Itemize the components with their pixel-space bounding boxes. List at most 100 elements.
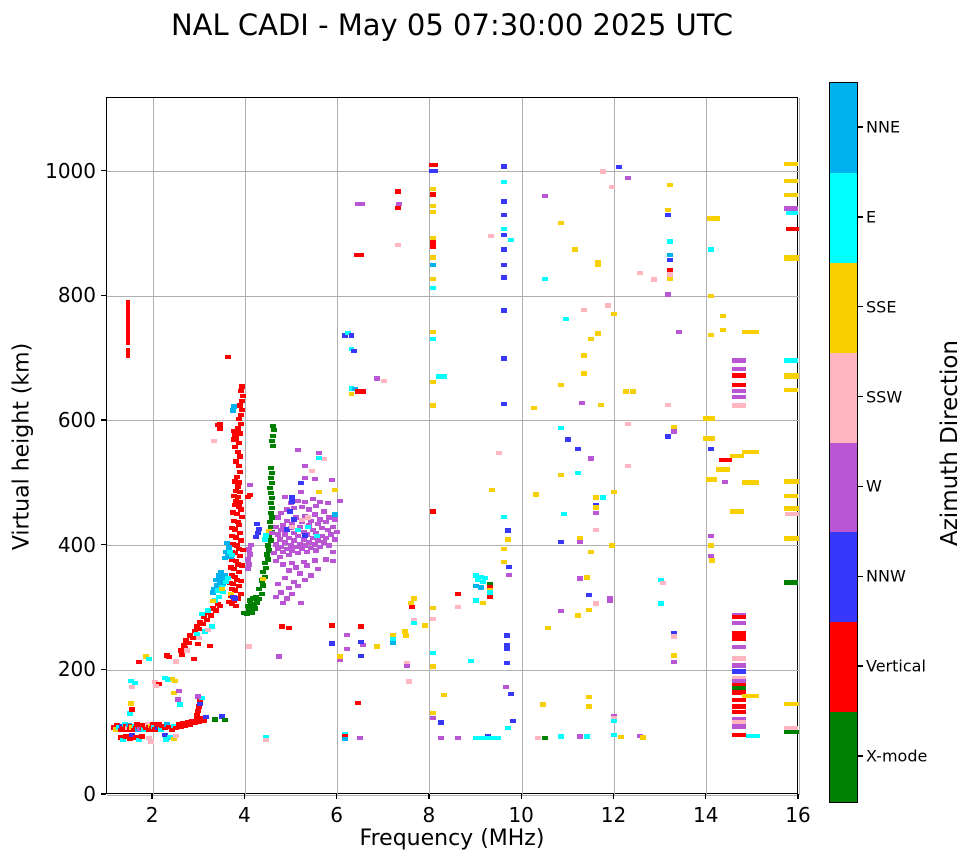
data-point xyxy=(355,700,362,705)
data-point xyxy=(302,577,309,583)
data-point xyxy=(530,405,537,411)
data-point xyxy=(203,617,210,622)
data-point xyxy=(430,262,437,268)
data-point xyxy=(265,529,272,534)
data-point xyxy=(576,734,583,739)
data-point xyxy=(336,498,343,503)
data-point xyxy=(193,713,200,718)
data-point xyxy=(430,240,437,245)
data-point xyxy=(507,237,514,243)
data-point xyxy=(280,600,287,606)
data-point xyxy=(313,548,320,553)
data-point xyxy=(128,684,135,690)
data-point xyxy=(430,715,437,720)
data-point xyxy=(343,632,350,637)
data-point xyxy=(332,487,339,493)
data-point xyxy=(165,655,172,660)
data-point xyxy=(234,511,241,516)
data-point xyxy=(199,621,206,627)
data-point xyxy=(320,540,327,545)
data-point xyxy=(232,527,239,532)
data-point xyxy=(272,559,279,564)
data-point xyxy=(228,552,235,558)
data-point xyxy=(576,576,583,581)
data-point xyxy=(357,640,364,645)
colorbar-label: Azimuth Direction xyxy=(937,340,963,546)
data-point xyxy=(235,569,242,574)
data-point xyxy=(229,557,236,563)
data-point xyxy=(265,543,272,548)
data-point xyxy=(228,525,235,531)
data-point xyxy=(732,732,746,738)
data-point xyxy=(732,669,746,674)
data-point xyxy=(307,518,314,523)
data-point xyxy=(147,739,154,744)
data-point xyxy=(222,718,229,723)
data-point xyxy=(348,333,355,338)
data-point xyxy=(336,654,343,659)
data-point xyxy=(265,557,272,562)
data-point xyxy=(173,659,180,664)
data-point xyxy=(232,502,239,508)
data-point xyxy=(232,588,239,593)
data-point xyxy=(263,735,270,740)
data-point xyxy=(232,432,239,437)
data-point xyxy=(581,353,588,358)
data-point xyxy=(586,592,593,598)
data-point xyxy=(784,373,799,379)
data-point xyxy=(253,521,260,526)
data-point xyxy=(247,552,253,557)
data-point xyxy=(125,320,130,325)
data-point xyxy=(128,707,135,712)
data-point xyxy=(210,590,217,595)
data-point xyxy=(159,723,166,728)
data-point xyxy=(175,697,182,702)
data-point xyxy=(150,722,157,727)
data-point xyxy=(574,613,581,618)
data-point xyxy=(504,660,511,665)
colorbar-segment-e xyxy=(830,172,857,263)
data-point xyxy=(313,530,320,536)
data-point xyxy=(136,660,143,665)
data-point xyxy=(609,184,616,190)
data-point xyxy=(270,433,277,439)
data-point xyxy=(430,710,437,715)
data-point xyxy=(197,699,204,704)
data-point xyxy=(409,604,416,609)
data-point xyxy=(289,592,296,597)
data-point xyxy=(238,514,245,520)
data-point xyxy=(708,247,715,252)
data-point xyxy=(246,562,253,567)
data-point xyxy=(586,607,593,613)
data-point xyxy=(235,494,241,500)
data-point xyxy=(231,518,238,523)
data-point xyxy=(195,708,202,713)
data-point xyxy=(288,499,295,505)
data-point xyxy=(708,332,715,338)
data-point xyxy=(127,678,134,684)
data-point xyxy=(593,527,599,533)
colorbar-tick-label: SSE xyxy=(866,297,897,317)
data-point xyxy=(356,736,363,741)
data-point xyxy=(295,448,302,453)
data-point xyxy=(783,580,798,585)
x-tick xyxy=(335,794,338,799)
data-point xyxy=(500,275,507,280)
data-point xyxy=(217,579,223,584)
data-point xyxy=(235,463,242,468)
data-point xyxy=(357,653,364,659)
data-point xyxy=(719,314,726,319)
data-point xyxy=(226,580,233,586)
data-point xyxy=(336,657,343,662)
data-point xyxy=(193,624,200,629)
data-point xyxy=(170,723,177,728)
data-point xyxy=(278,511,285,516)
data-point xyxy=(593,511,599,516)
data-point xyxy=(291,506,298,511)
data-point xyxy=(205,627,212,632)
data-point xyxy=(496,450,503,455)
data-point xyxy=(486,587,493,593)
data-point xyxy=(234,577,241,583)
data-point xyxy=(256,587,263,592)
